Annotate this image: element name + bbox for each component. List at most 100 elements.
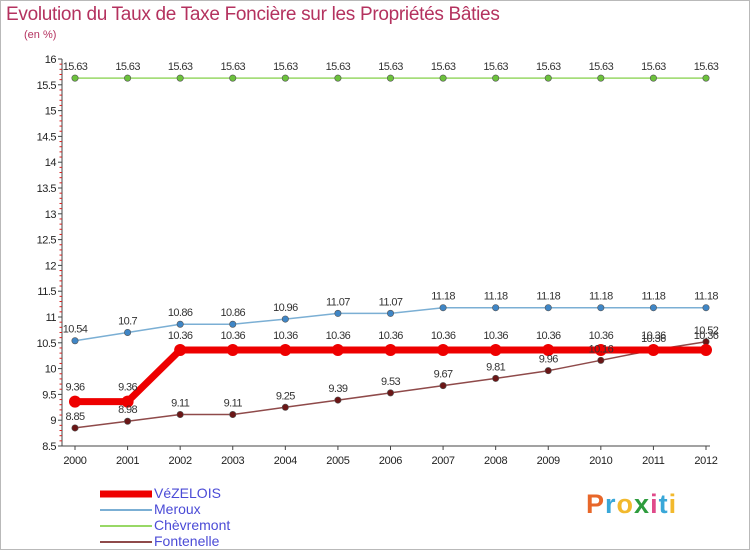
y-tick-label: 13 — [45, 209, 57, 221]
data-point-meroux — [702, 304, 710, 312]
data-point-vezelois — [437, 344, 450, 357]
data-point-vezelois — [331, 344, 344, 357]
data-point-vezelois — [174, 344, 187, 357]
logo-letter: t — [658, 489, 669, 519]
data-label-chevremont: 15.63 — [483, 61, 508, 73]
data-point-chevremont — [544, 74, 552, 82]
data-label-fontenelle: 8.85 — [65, 411, 84, 423]
data-label-chevremont: 15.63 — [220, 61, 245, 73]
data-label-meroux: 11.18 — [694, 291, 718, 303]
data-point-chevremont — [334, 74, 342, 82]
data-point-chevremont — [229, 74, 237, 82]
x-tick-label: 2012 — [694, 455, 717, 467]
logo-letter: r — [605, 489, 617, 519]
data-point-vezelois — [647, 344, 660, 357]
y-axis-unit: (en %) — [24, 29, 57, 41]
x-tick-label: 2003 — [221, 455, 244, 467]
data-point-vezelois — [489, 344, 502, 357]
x-tick-label: 2011 — [642, 455, 665, 467]
x-tick-label: 2006 — [379, 455, 402, 467]
data-label-vezelois: 10.36 — [220, 330, 245, 342]
data-label-chevremont: 15.63 — [589, 61, 614, 73]
data-label-fontenelle: 9.67 — [434, 369, 453, 381]
data-label-meroux: 11.18 — [484, 291, 508, 303]
data-label-chevremont: 15.63 — [641, 61, 666, 73]
x-tick-label: 2000 — [63, 455, 86, 467]
x-tick-label: 2007 — [431, 455, 454, 467]
data-point-meroux — [71, 337, 79, 345]
data-label-vezelois: 10.36 — [641, 330, 666, 342]
legend-swatch-chevremont — [100, 525, 152, 527]
data-label-meroux: 10.86 — [168, 307, 193, 319]
data-point-fontenelle — [334, 396, 342, 404]
data-point-meroux — [124, 328, 132, 336]
data-label-chevremont: 15.63 — [273, 61, 298, 73]
logo-letter: P — [586, 489, 606, 519]
data-label-meroux: 10.96 — [273, 302, 298, 314]
data-point-vezelois — [594, 344, 607, 357]
data-point-meroux — [544, 304, 552, 312]
data-label-vezelois: 10.36 — [273, 330, 298, 342]
data-label-meroux: 11.07 — [326, 296, 350, 308]
data-label-meroux: 11.18 — [642, 291, 666, 303]
x-tick-label: 2002 — [169, 455, 192, 467]
y-tick-label: 11 — [46, 312, 57, 324]
data-point-chevremont — [71, 74, 79, 82]
data-label-meroux: 10.86 — [220, 307, 245, 319]
data-label-vezelois: 10.36 — [168, 330, 193, 342]
data-point-fontenelle — [386, 389, 394, 397]
logo-letter: x — [634, 489, 651, 519]
data-point-meroux — [597, 304, 605, 312]
y-tick-label: 14 — [45, 157, 57, 169]
data-label-chevremont: 15.63 — [536, 61, 561, 73]
chart-title: Evolution du Taux de Taxe Foncière sur l… — [6, 4, 500, 25]
data-label-vezelois: 10.36 — [326, 330, 351, 342]
data-point-vezelois — [69, 395, 81, 408]
data-label-chevremont: 15.63 — [378, 61, 403, 73]
data-point-meroux — [176, 320, 184, 328]
data-label-meroux: 11.18 — [536, 291, 560, 303]
data-label-meroux: 10.54 — [63, 324, 88, 336]
data-point-meroux — [439, 304, 447, 312]
data-label-fontenelle: 9.39 — [328, 383, 347, 395]
data-point-vezelois — [279, 344, 292, 357]
data-label-fontenelle: 10.36 — [641, 333, 666, 345]
data-point-meroux — [492, 304, 500, 312]
y-tick-label: 9 — [50, 415, 56, 427]
data-point-chevremont — [386, 74, 394, 82]
data-point-fontenelle — [124, 417, 132, 425]
data-point-vezelois — [121, 395, 134, 408]
data-point-fontenelle — [176, 411, 184, 419]
y-tick-label: 14.5 — [37, 131, 57, 143]
data-label-meroux: 11.07 — [379, 296, 403, 308]
data-point-chevremont — [702, 74, 710, 82]
data-label-chevremont: 15.63 — [115, 61, 140, 73]
data-label-vezelois: 10.36 — [483, 330, 508, 342]
data-label-vezelois: 10.36 — [536, 330, 561, 342]
legend-swatch-meroux — [100, 509, 152, 511]
data-label-fontenelle: 10.52 — [694, 325, 719, 337]
data-point-vezelois — [384, 344, 397, 357]
logo-letter: o — [616, 489, 635, 519]
data-label-chevremont: 15.63 — [694, 61, 719, 73]
data-label-fontenelle: 9.25 — [276, 390, 295, 402]
y-tick-label: 16 — [45, 54, 57, 66]
data-label-vezelois: 10.36 — [431, 330, 456, 342]
data-point-chevremont — [597, 74, 605, 82]
data-point-vezelois — [542, 344, 555, 357]
data-point-vezelois — [226, 344, 239, 357]
data-point-chevremont — [281, 74, 289, 82]
logo-letter: i — [650, 489, 659, 519]
data-label-fontenelle: 10.16 — [589, 343, 614, 355]
data-label-fontenelle: 9.53 — [381, 376, 400, 388]
legend-label-fontenelle: Fontenelle — [154, 533, 220, 549]
data-point-fontenelle — [492, 374, 500, 382]
data-label-fontenelle: 9.81 — [486, 361, 505, 373]
data-label-vezelois: 9.36 — [65, 382, 84, 394]
data-point-chevremont — [649, 74, 657, 82]
logo-letter: i — [668, 489, 678, 519]
y-tick-label: 10 — [45, 364, 57, 376]
data-label-vezelois: 9.36 — [118, 382, 137, 394]
legend-label-vezelois: VéZELOIS — [154, 485, 221, 501]
